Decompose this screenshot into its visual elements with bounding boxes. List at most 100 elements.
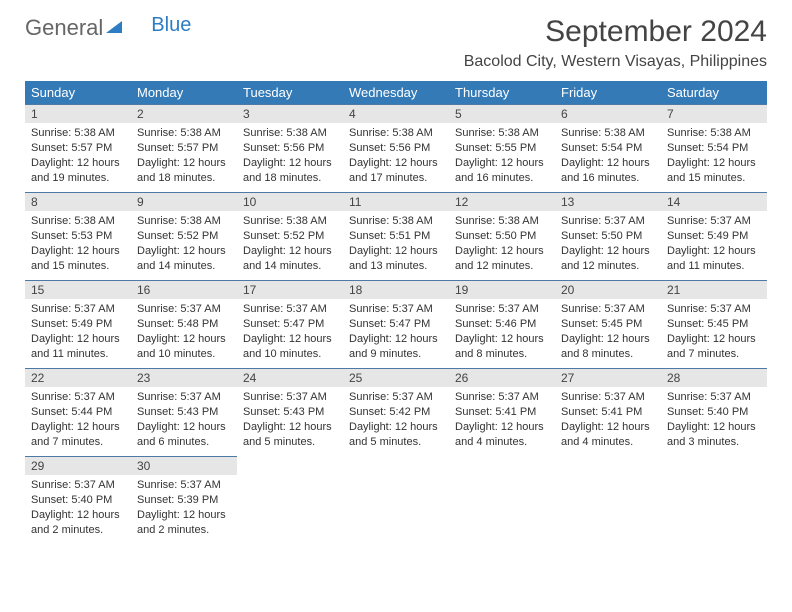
daylight-text-1: Daylight: 12 hours: [561, 156, 655, 171]
day-info: Sunrise: 5:37 AMSunset: 5:43 PMDaylight:…: [131, 387, 237, 455]
day-info: Sunrise: 5:37 AMSunset: 5:46 PMDaylight:…: [449, 299, 555, 367]
daylight-text-2: and 7 minutes.: [667, 347, 761, 362]
weekday-header-row: Sunday Monday Tuesday Wednesday Thursday…: [25, 81, 767, 104]
calendar-cell: 8Sunrise: 5:38 AMSunset: 5:53 PMDaylight…: [25, 192, 131, 280]
calendar-cell: 23Sunrise: 5:37 AMSunset: 5:43 PMDayligh…: [131, 368, 237, 456]
sunrise-text: Sunrise: 5:37 AM: [561, 214, 655, 229]
daylight-text-2: and 12 minutes.: [455, 259, 549, 274]
daylight-text-1: Daylight: 12 hours: [243, 332, 337, 347]
sunrise-text: Sunrise: 5:37 AM: [31, 302, 125, 317]
sunset-text: Sunset: 5:41 PM: [561, 405, 655, 420]
daylight-text-1: Daylight: 12 hours: [137, 156, 231, 171]
sunset-text: Sunset: 5:55 PM: [455, 141, 549, 156]
logo-text-1: General: [25, 15, 103, 41]
weekday-header: Thursday: [449, 81, 555, 104]
logo-sail-icon: [105, 15, 123, 41]
calendar-cell: 1Sunrise: 5:38 AMSunset: 5:57 PMDaylight…: [25, 104, 131, 192]
sunrise-text: Sunrise: 5:37 AM: [137, 302, 231, 317]
sunrise-text: Sunrise: 5:38 AM: [137, 126, 231, 141]
day-number: 6: [555, 104, 661, 123]
calendar-cell: 12Sunrise: 5:38 AMSunset: 5:50 PMDayligh…: [449, 192, 555, 280]
daylight-text-2: and 4 minutes.: [455, 435, 549, 450]
day-info: Sunrise: 5:37 AMSunset: 5:45 PMDaylight:…: [555, 299, 661, 367]
calendar-cell: 14Sunrise: 5:37 AMSunset: 5:49 PMDayligh…: [661, 192, 767, 280]
day-info: Sunrise: 5:38 AMSunset: 5:56 PMDaylight:…: [237, 123, 343, 191]
daylight-text-1: Daylight: 12 hours: [31, 244, 125, 259]
sunset-text: Sunset: 5:57 PM: [137, 141, 231, 156]
calendar-row: 8Sunrise: 5:38 AMSunset: 5:53 PMDaylight…: [25, 192, 767, 280]
calendar-row: 15Sunrise: 5:37 AMSunset: 5:49 PMDayligh…: [25, 280, 767, 368]
sunrise-text: Sunrise: 5:37 AM: [349, 390, 443, 405]
daylight-text-1: Daylight: 12 hours: [667, 332, 761, 347]
weekday-header: Friday: [555, 81, 661, 104]
calendar-cell: 6Sunrise: 5:38 AMSunset: 5:54 PMDaylight…: [555, 104, 661, 192]
sunrise-text: Sunrise: 5:38 AM: [455, 214, 549, 229]
sunset-text: Sunset: 5:39 PM: [137, 493, 231, 508]
calendar-row: 22Sunrise: 5:37 AMSunset: 5:44 PMDayligh…: [25, 368, 767, 456]
weekday-header: Wednesday: [343, 81, 449, 104]
daylight-text-2: and 14 minutes.: [243, 259, 337, 274]
day-info: Sunrise: 5:38 AMSunset: 5:52 PMDaylight:…: [131, 211, 237, 279]
calendar-cell: ..: [661, 456, 767, 544]
sunrise-text: Sunrise: 5:38 AM: [31, 126, 125, 141]
logo: General Blue: [25, 15, 163, 41]
sunset-text: Sunset: 5:47 PM: [349, 317, 443, 332]
sunrise-text: Sunrise: 5:37 AM: [561, 390, 655, 405]
calendar-row: 1Sunrise: 5:38 AMSunset: 5:57 PMDaylight…: [25, 104, 767, 192]
day-number: 21: [661, 280, 767, 299]
calendar-cell: 5Sunrise: 5:38 AMSunset: 5:55 PMDaylight…: [449, 104, 555, 192]
daylight-text-2: and 7 minutes.: [31, 435, 125, 450]
sunset-text: Sunset: 5:53 PM: [31, 229, 125, 244]
daylight-text-2: and 18 minutes.: [137, 171, 231, 186]
day-info: Sunrise: 5:37 AMSunset: 5:39 PMDaylight:…: [131, 475, 237, 543]
calendar-cell: 30Sunrise: 5:37 AMSunset: 5:39 PMDayligh…: [131, 456, 237, 544]
daylight-text-2: and 19 minutes.: [31, 171, 125, 186]
sunset-text: Sunset: 5:48 PM: [137, 317, 231, 332]
daylight-text-1: Daylight: 12 hours: [137, 332, 231, 347]
calendar-cell: 26Sunrise: 5:37 AMSunset: 5:41 PMDayligh…: [449, 368, 555, 456]
sunset-text: Sunset: 5:45 PM: [561, 317, 655, 332]
day-info: Sunrise: 5:37 AMSunset: 5:41 PMDaylight:…: [555, 387, 661, 455]
calendar-table: Sunday Monday Tuesday Wednesday Thursday…: [25, 81, 767, 544]
sunrise-text: Sunrise: 5:38 AM: [31, 214, 125, 229]
day-info: Sunrise: 5:38 AMSunset: 5:54 PMDaylight:…: [555, 123, 661, 191]
calendar-cell: 15Sunrise: 5:37 AMSunset: 5:49 PMDayligh…: [25, 280, 131, 368]
day-info: Sunrise: 5:37 AMSunset: 5:43 PMDaylight:…: [237, 387, 343, 455]
sunrise-text: Sunrise: 5:37 AM: [31, 390, 125, 405]
daylight-text-2: and 18 minutes.: [243, 171, 337, 186]
daylight-text-1: Daylight: 12 hours: [455, 244, 549, 259]
day-info: Sunrise: 5:37 AMSunset: 5:47 PMDaylight:…: [237, 299, 343, 367]
sunset-text: Sunset: 5:44 PM: [31, 405, 125, 420]
day-info: Sunrise: 5:37 AMSunset: 5:50 PMDaylight:…: [555, 211, 661, 279]
day-number: 15: [25, 280, 131, 299]
day-number: 26: [449, 368, 555, 387]
calendar-cell: 16Sunrise: 5:37 AMSunset: 5:48 PMDayligh…: [131, 280, 237, 368]
daylight-text-1: Daylight: 12 hours: [349, 332, 443, 347]
day-number: 7: [661, 104, 767, 123]
sunrise-text: Sunrise: 5:38 AM: [137, 214, 231, 229]
daylight-text-2: and 11 minutes.: [31, 347, 125, 362]
daylight-text-1: Daylight: 12 hours: [561, 244, 655, 259]
calendar-body: 1Sunrise: 5:38 AMSunset: 5:57 PMDaylight…: [25, 104, 767, 544]
daylight-text-2: and 10 minutes.: [243, 347, 337, 362]
sunset-text: Sunset: 5:54 PM: [667, 141, 761, 156]
calendar-cell: 25Sunrise: 5:37 AMSunset: 5:42 PMDayligh…: [343, 368, 449, 456]
sunrise-text: Sunrise: 5:37 AM: [667, 390, 761, 405]
day-info: Sunrise: 5:38 AMSunset: 5:51 PMDaylight:…: [343, 211, 449, 279]
sunset-text: Sunset: 5:40 PM: [31, 493, 125, 508]
sunrise-text: Sunrise: 5:38 AM: [349, 214, 443, 229]
sunset-text: Sunset: 5:56 PM: [349, 141, 443, 156]
calendar-cell: 29Sunrise: 5:37 AMSunset: 5:40 PMDayligh…: [25, 456, 131, 544]
daylight-text-2: and 16 minutes.: [561, 171, 655, 186]
daylight-text-1: Daylight: 12 hours: [455, 420, 549, 435]
sunset-text: Sunset: 5:40 PM: [667, 405, 761, 420]
sunrise-text: Sunrise: 5:37 AM: [137, 478, 231, 493]
sunset-text: Sunset: 5:54 PM: [561, 141, 655, 156]
sunrise-text: Sunrise: 5:38 AM: [561, 126, 655, 141]
sunset-text: Sunset: 5:51 PM: [349, 229, 443, 244]
day-number: 28: [661, 368, 767, 387]
sunrise-text: Sunrise: 5:38 AM: [667, 126, 761, 141]
daylight-text-2: and 8 minutes.: [561, 347, 655, 362]
sunset-text: Sunset: 5:43 PM: [243, 405, 337, 420]
sunrise-text: Sunrise: 5:37 AM: [561, 302, 655, 317]
